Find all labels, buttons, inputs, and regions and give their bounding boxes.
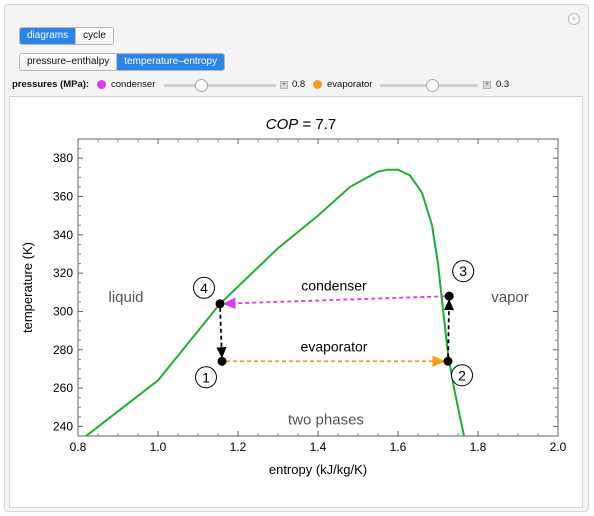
x-axis-label: entropy (kJ/kg/K) <box>269 462 367 477</box>
condenser-process-label: condenser <box>301 277 367 293</box>
vapor-region-label: vapor <box>491 289 529 306</box>
state-label-circle-1 <box>195 366 217 389</box>
x-tick-label: 1.4 <box>310 440 327 454</box>
state-point-2 <box>443 356 453 366</box>
pressures-label: pressures (MPa): <box>12 79 90 90</box>
saturation-dome-line <box>85 168 465 436</box>
two-phase-region-label: two phases <box>288 412 364 429</box>
condenser-label: condenser <box>111 79 156 90</box>
x-tick-label: 2.0 <box>550 440 567 454</box>
ts-diagram-chart: COP = 7.7 0.8 1.0 1.2 1.4 1.6 1.8 2.0 240 260 280… <box>20 116 567 477</box>
state-label-circle-2 <box>451 364 473 387</box>
condenser-expand-icon[interactable]: + <box>280 81 288 89</box>
state-label-circle-3 <box>452 260 475 283</box>
x-tick-label: 1.6 <box>390 440 407 454</box>
condenser-process-arrow <box>222 295 446 310</box>
x-tick-label: 1.2 <box>230 440 247 454</box>
condenser-slider[interactable] <box>164 79 276 92</box>
chart-title: COP = 7.7 <box>266 116 336 133</box>
tab-temperature-entropy[interactable]: temperature–entropy <box>117 54 225 70</box>
state-point-3 <box>444 291 454 301</box>
expansion-process-arrow <box>216 307 227 359</box>
condenser-value: 0.8 <box>292 79 306 90</box>
tab-pressure-enthalpy[interactable]: pressure–enthalpy <box>20 54 118 70</box>
x-tick-label: 1.8 <box>470 440 487 454</box>
x-tick-label: 1.0 <box>150 440 167 454</box>
evaporator-value: 0.3 <box>496 79 510 90</box>
state-label-circle-4 <box>193 276 215 299</box>
state-label-2: 2 <box>458 367 466 383</box>
view-toggle: diagrams cycle <box>19 27 114 45</box>
evaporator-label: evaporator <box>327 79 373 90</box>
state-label-4: 4 <box>200 280 208 296</box>
evaporator-expand-icon[interactable]: + <box>483 81 491 89</box>
y-tick-label: 280 <box>53 343 73 357</box>
condenser-color-dot <box>97 80 106 89</box>
evaporator-slider-thumb[interactable] <box>425 79 439 92</box>
y-tick-label: 260 <box>53 381 73 395</box>
liquid-region-label: liquid <box>108 289 143 306</box>
state-label-1: 1 <box>202 369 210 385</box>
plot-frame: COP = 7.7 0.8 1.0 1.2 1.4 1.6 1.8 2.0 240 260 280… <box>9 96 583 508</box>
diagram-type-toggle: pressure–enthalpy temperature–entropy <box>19 53 226 71</box>
plus-circle-icon[interactable]: + <box>568 13 580 25</box>
y-tick-label: 300 <box>53 304 73 318</box>
evaporator-color-dot <box>313 80 322 89</box>
state-point-1 <box>217 356 227 366</box>
x-tick-label: 0.8 <box>70 440 87 454</box>
y-tick-label: 380 <box>53 151 73 165</box>
condenser-slider-thumb[interactable] <box>194 79 208 92</box>
evaporator-slider[interactable] <box>380 79 478 92</box>
y-tick-label: 360 <box>53 189 73 203</box>
y-axis-label: temperature (K) <box>20 242 35 333</box>
state-label-3: 3 <box>459 263 467 279</box>
y-tick-label: 240 <box>53 419 73 433</box>
tab-cycle[interactable]: cycle <box>76 28 113 44</box>
evaporator-process-label: evaporator <box>301 339 368 355</box>
compression-process-arrow <box>443 298 454 358</box>
y-tick-label: 320 <box>53 266 73 280</box>
y-tick-label: 340 <box>53 228 73 242</box>
state-point-4 <box>215 299 225 309</box>
tab-diagrams[interactable]: diagrams <box>20 28 77 44</box>
